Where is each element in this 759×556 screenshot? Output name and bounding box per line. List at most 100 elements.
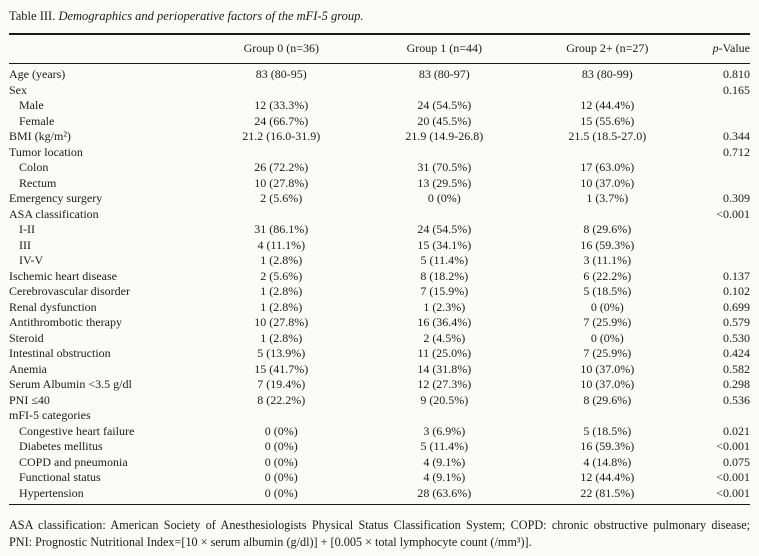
cell-pvalue: 0.021	[723, 423, 750, 438]
table-row: Antithrombotic therapy 10 (27.8%) 16 (36.4…	[9, 315, 750, 331]
table-row: Hypertension 0 (0%) 28 (63.6%) 22 (81.5%) <0…	[9, 486, 750, 505]
cell-group0: 0 (0%)	[264, 470, 298, 484]
cell-pvalue: 0.344	[723, 129, 750, 143]
cell-group0: 1 (2.8%)	[260, 330, 303, 345]
cell-group0: 2 (5.6%)	[260, 191, 303, 205]
row-label: Intestinal obstruction	[9, 346, 111, 360]
table-row: Steroid 1 (2.8%) 2 (4.5%) 0 (0%) 0.530	[9, 331, 750, 347]
table-row: Ischemic heart disease 2 (5.6%) 8 (18.2%) 6…	[9, 269, 750, 285]
row-label: Hypertension	[19, 485, 84, 500]
table-row: Anemia 15 (41.7%) 14 (31.8%) 10 (37.0%) 0.58…	[9, 362, 750, 378]
cell-pvalue: 0.699	[723, 299, 750, 314]
cell-group1: 7 (15.9%)	[420, 284, 469, 298]
cell-group0	[209, 408, 353, 424]
col-header-pvalue: p-Value	[679, 34, 750, 64]
table-caption: Demographics and perioperative factors o…	[58, 9, 364, 23]
cell-group1: 20 (45.5%)	[417, 113, 472, 128]
cell-group2: 5 (18.5%)	[583, 284, 632, 298]
cell-pvalue: 0.075	[723, 454, 750, 469]
row-label: Renal dysfunction	[9, 299, 97, 314]
cell-group2: 7 (25.9%)	[583, 346, 632, 360]
cell-pvalue: 0.810	[723, 67, 750, 81]
table-row: ASA classification <0.001	[9, 207, 750, 223]
col-header-group2: Group 2+ (n=27)	[535, 34, 680, 64]
table-row: COPD and pneumonia 0 (0%) 4 (9.1%) 4 (14.8%…	[9, 455, 750, 471]
cell-pvalue: 0.309	[723, 191, 750, 205]
cell-group1	[354, 83, 536, 99]
cell-group2	[535, 207, 679, 223]
cell-group1: 24 (54.5%)	[417, 222, 472, 236]
cell-group2: 15 (55.6%)	[580, 113, 635, 128]
cell-group0: 1 (2.8%)	[260, 284, 303, 298]
row-label: mFI-5 categories	[9, 408, 91, 422]
table-row: Intestinal obstruction 5 (13.9%) 11 (25.0%…	[9, 346, 750, 362]
cell-group0: 1 (2.8%)	[260, 253, 303, 267]
row-label: Sex	[9, 82, 27, 97]
table-row: Congestive heart failure 0 (0%) 3 (6.9%) 5 …	[9, 424, 750, 440]
row-label: ASA classification	[9, 206, 99, 221]
col-header-group0: Group 0 (n=36)	[209, 34, 354, 64]
table-row: Serum Albumin <3.5 g/dl 7 (19.4%) 12 (27.3…	[9, 377, 750, 393]
cell-group0	[209, 83, 353, 99]
cell-pvalue: 0.536	[723, 392, 750, 407]
row-label: III	[19, 237, 31, 252]
cell-group2: 1 (3.7%)	[586, 191, 629, 205]
row-label: Antithrombotic therapy	[9, 315, 122, 329]
row-label: BMI (kg/m²)	[9, 129, 71, 143]
row-label: Tumor location	[9, 144, 83, 159]
table-row: Female 24 (66.7%) 20 (45.5%) 15 (55.6%)	[9, 114, 750, 130]
cell-pvalue: 0.582	[723, 361, 750, 376]
cell-group2: 8 (29.6%)	[583, 222, 632, 236]
cell-group0: 12 (33.3%)	[254, 98, 309, 112]
demographics-table: Group 0 (n=36) Group 1 (n=44) Group 2+ (…	[9, 33, 750, 505]
cell-group1: 1 (2.3%)	[423, 299, 466, 314]
cell-group1: 4 (9.1%)	[423, 454, 466, 469]
table-footnote: ASA classification: American Society of …	[9, 517, 750, 550]
table-row: Tumor location 0.712	[9, 145, 750, 161]
row-label: Female	[19, 113, 55, 128]
cell-pvalue	[680, 408, 750, 424]
p-value-italic: p	[712, 41, 719, 55]
cell-group2: 6 (22.2%)	[583, 268, 632, 283]
cell-group0: 10 (27.8%)	[254, 175, 309, 190]
table-title: Table III. Demographics and perioperativ…	[9, 8, 750, 25]
table-row: Colon 26 (72.2%) 31 (70.5%) 17 (63.0%)	[9, 160, 750, 176]
cell-pvalue: 0.137	[723, 268, 750, 283]
cell-group1	[354, 207, 536, 223]
cell-group0: 0 (0%)	[264, 439, 298, 453]
row-label: I-II	[19, 222, 35, 236]
table-row: Age (years) 83 (80-95) 83 (80-97) 83 (80-99…	[9, 64, 750, 83]
table-body: Age (years) 83 (80-95) 83 (80-97) 83 (80-99…	[9, 64, 750, 505]
cell-pvalue: 0.102	[723, 284, 750, 298]
table-number: Table III.	[9, 9, 56, 23]
cell-group1: 16 (36.4%)	[417, 315, 472, 329]
cell-group1	[354, 408, 536, 424]
row-label: Age (years)	[9, 67, 66, 81]
cell-group0: 15 (41.7%)	[254, 361, 309, 376]
cell-group1: 9 (20.5%)	[420, 392, 469, 407]
cell-group2: 12 (44.4%)	[580, 98, 635, 112]
table-row: BMI (kg/m²) 21.2 (16.0-31.9) 21.9 (14.9-26…	[9, 129, 750, 145]
row-label: IV-V	[19, 253, 44, 267]
table-row: mFI-5 categories	[9, 408, 750, 424]
row-label: Anemia	[9, 361, 47, 376]
cell-pvalue: <0.001	[716, 206, 750, 221]
cell-group0: 4 (11.1%)	[257, 237, 306, 252]
cell-group2: 8 (29.6%)	[583, 392, 632, 407]
cell-group2: 16 (59.3%)	[580, 439, 635, 453]
cell-group0: 21.2 (16.0-31.9)	[242, 129, 321, 143]
cell-group0	[209, 145, 353, 161]
cell-group0: 5 (13.9%)	[257, 346, 306, 360]
cell-group2: 21.5 (18.5-27.0)	[568, 129, 647, 143]
cell-pvalue	[680, 222, 750, 238]
table-row: IV-V 1 (2.8%) 5 (11.4%) 3 (11.1%)	[9, 253, 750, 269]
cell-group2: 0 (0%)	[590, 330, 624, 345]
table-row: Renal dysfunction 1 (2.8%) 1 (2.3%) 0 (0%) 0…	[9, 300, 750, 316]
row-label: Functional status	[19, 470, 101, 484]
cell-group1: 31 (70.5%)	[417, 160, 472, 174]
cell-group0: 24 (66.7%)	[254, 113, 309, 128]
cell-group1: 4 (9.1%)	[423, 470, 466, 484]
cell-group2: 0 (0%)	[590, 299, 624, 314]
cell-group2: 12 (44.4%)	[580, 470, 635, 484]
table-row: Sex 0.165	[9, 83, 750, 99]
